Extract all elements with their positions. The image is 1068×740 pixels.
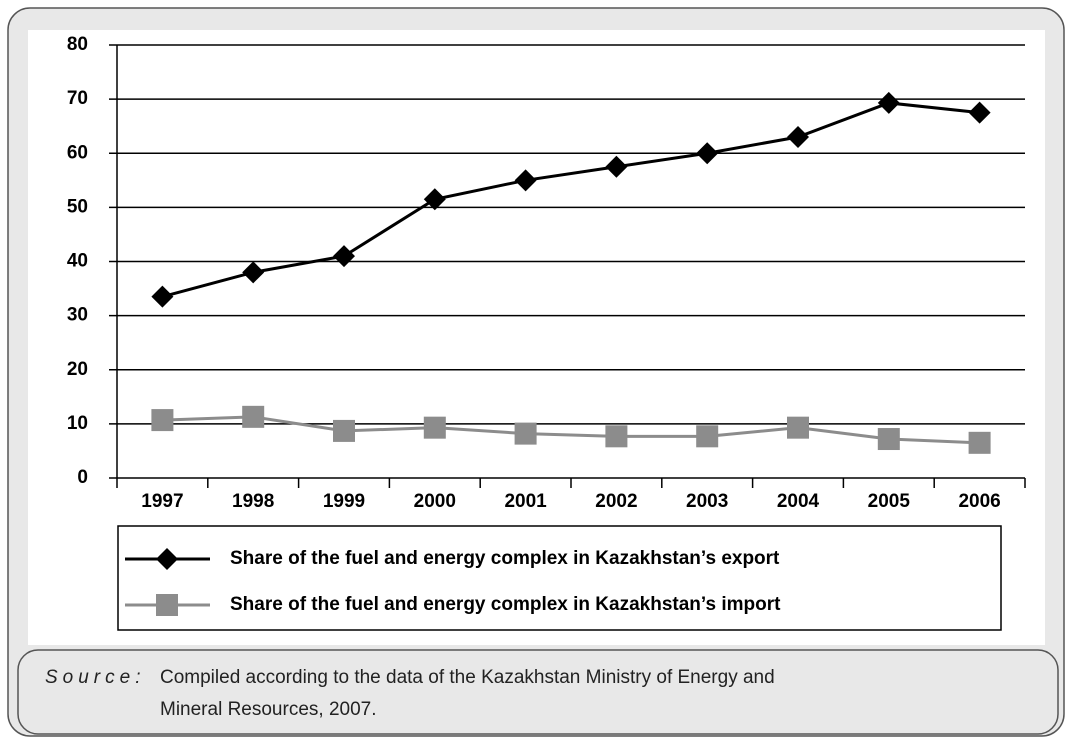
y-tick-label: 0 (77, 467, 88, 488)
y-tick-label: 40 (67, 251, 88, 272)
source-text: Mineral Resources, 2007. (160, 699, 377, 720)
data-point (877, 428, 900, 451)
data-point (333, 419, 355, 442)
x-tick-label: 2004 (777, 491, 820, 512)
x-tick-label: 1999 (323, 491, 365, 512)
y-tick-label: 80 (67, 34, 88, 55)
data-point (423, 188, 446, 211)
data-point (968, 101, 991, 124)
x-tick-label: 2001 (504, 491, 547, 512)
y-tick-label: 30 (67, 305, 88, 326)
data-point (514, 422, 537, 445)
source-text: Compiled according to the data of the Ka… (160, 667, 775, 688)
x-tick-label: 1998 (232, 491, 274, 512)
legend-marker (156, 594, 178, 616)
y-tick-label: 20 (67, 359, 88, 380)
data-point (514, 169, 537, 192)
data-point (787, 416, 809, 439)
data-point (242, 261, 265, 284)
legend-marker (156, 548, 178, 570)
source-box (17, 649, 1059, 735)
x-tick-label: 1997 (141, 491, 183, 512)
data-point (605, 425, 628, 448)
data-point (605, 155, 628, 178)
y-tick-label: 10 (67, 413, 88, 434)
series-line (162, 101, 980, 299)
data-point (696, 425, 719, 448)
x-tick-label: 2006 (958, 491, 1000, 512)
legend-box (117, 525, 1002, 631)
x-tick-label: 2003 (686, 491, 728, 512)
data-point (877, 91, 900, 114)
data-point (242, 405, 265, 428)
x-tick-label: 2005 (868, 491, 911, 512)
y-tick-label: 60 (67, 142, 88, 163)
legend-label: Share of the fuel and energy complex in … (230, 594, 781, 615)
data-point (787, 126, 809, 149)
source-label: Source: (45, 667, 145, 688)
data-point (968, 431, 991, 454)
x-tick-label: 2002 (595, 491, 637, 512)
series-line (162, 415, 980, 445)
data-point (333, 245, 355, 268)
y-tick-label: 50 (67, 196, 88, 217)
data-point (151, 409, 174, 432)
x-tick-label: 2000 (414, 491, 456, 512)
legend-label: Share of the fuel and energy complex in … (230, 548, 780, 569)
data-point (423, 416, 446, 439)
data-point (696, 142, 719, 165)
y-tick-label: 70 (67, 88, 88, 109)
data-point (151, 285, 174, 308)
